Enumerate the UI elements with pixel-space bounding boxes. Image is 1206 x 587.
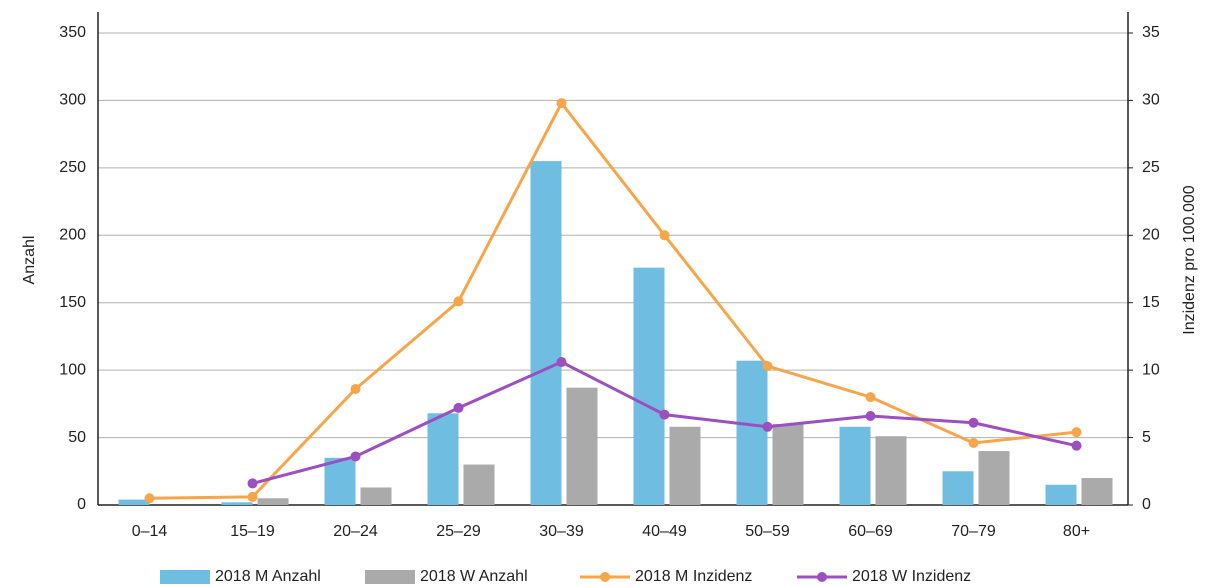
point [144,493,155,504]
y-tick-label: 250 [59,159,86,176]
y2-tick-label: 0 [1142,496,1151,513]
x-tick-label: 40–49 [642,523,687,540]
bar [875,436,907,505]
y2-tick-label: 30 [1142,92,1160,109]
point [247,478,258,489]
point [556,357,567,368]
point [453,296,464,307]
bar [360,487,392,505]
y2-tick-label: 20 [1142,227,1160,244]
bar [221,502,253,505]
bar [427,413,459,505]
legend-label: 2018 W Inzidenz [852,568,971,585]
line [149,100,1077,500]
bar [463,464,495,505]
point [1071,440,1082,451]
y2-tick-label: 35 [1142,24,1160,41]
x-tick-label: 80+ [1063,523,1090,540]
point [762,361,773,372]
point [865,410,876,421]
point [1071,427,1082,438]
bar [257,498,289,505]
legend-label: 2018 M Inzidenz [635,568,752,585]
point [659,230,670,241]
point [968,437,979,448]
legend-label: 2018 W Anzahl [420,568,528,585]
y2-axis-label: Inzidenz pro 100.000 [1181,185,1198,335]
x-tick-label: 25–29 [436,523,481,540]
y-tick-label: 100 [59,361,86,378]
bar [839,426,871,505]
x-tick-label: 15–19 [230,523,275,540]
y-tick-label: 300 [59,92,86,109]
bar [942,471,974,505]
point [762,421,773,432]
x-tick-label: 0–14 [132,523,168,540]
bar [772,424,804,505]
x-tick-label: 60–69 [848,523,893,540]
legend-swatch [160,570,210,584]
point [350,384,361,395]
point [659,409,670,420]
point [556,98,567,109]
x-tick-label: 70–79 [951,523,996,540]
x-tick-label: 30–39 [539,523,584,540]
point [247,491,258,502]
x-tick-label: 20–24 [333,523,378,540]
y2-tick-label: 10 [1142,361,1160,378]
y-tick-label: 350 [59,24,86,41]
bar [1045,484,1077,505]
bar [118,499,150,505]
y2-tick-label: 15 [1142,294,1160,311]
y-tick-label: 200 [59,227,86,244]
legend-swatch [600,572,610,582]
y2-tick-label: 25 [1142,159,1160,176]
bar [736,360,768,505]
bar [633,267,665,505]
point [453,402,464,413]
y-tick-label: 0 [77,496,86,513]
bar [1081,478,1113,505]
y-axis-label: Anzahl [21,236,38,285]
bar [978,451,1010,505]
legend-swatch [365,570,415,584]
point [865,392,876,403]
x-tick-label: 50–59 [745,523,790,540]
legend-swatch [817,572,827,582]
point [968,417,979,428]
bar [566,387,598,505]
bar [530,161,562,505]
y-tick-label: 50 [68,429,86,446]
legend-label: 2018 M Anzahl [215,568,321,585]
point [350,451,361,462]
bar [324,457,356,505]
y-tick-label: 150 [59,294,86,311]
bar [669,426,701,505]
y2-tick-label: 5 [1142,429,1151,446]
